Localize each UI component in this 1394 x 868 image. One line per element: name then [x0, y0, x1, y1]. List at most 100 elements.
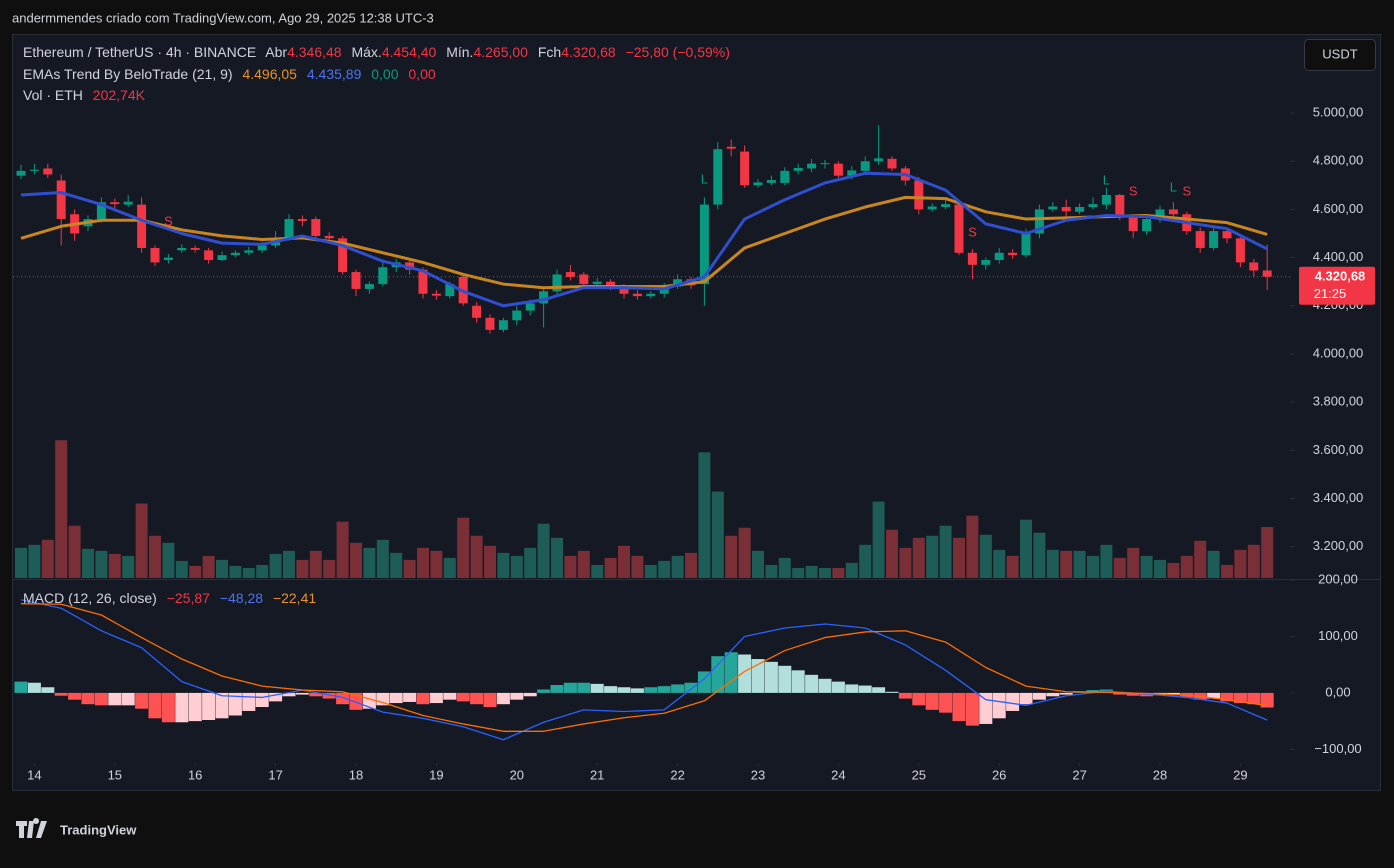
- volume-bar: [1234, 549, 1247, 578]
- y-tick-label: 3.200,00: [1313, 538, 1364, 553]
- signal-label: L: [1103, 172, 1110, 187]
- volume-bar: [644, 564, 657, 578]
- legend-row: EMAs Trend By BeloTrade (21, 9) 4.496,05…: [23, 66, 442, 82]
- candle-body: [1115, 194, 1125, 217]
- candle-body: [793, 167, 803, 171]
- candle-body: [16, 170, 26, 176]
- candle-body: [539, 291, 549, 304]
- candle-body: [1061, 207, 1071, 212]
- histogram-bar: [577, 682, 591, 693]
- volume-bar: [55, 440, 68, 578]
- histogram-bar: [537, 689, 551, 693]
- histogram-bar: [41, 687, 55, 693]
- candle-body: [1142, 219, 1152, 232]
- candle-body: [284, 219, 294, 239]
- volume-bar: [899, 547, 912, 578]
- volume-bar: [1006, 555, 1019, 578]
- volume-bar: [350, 542, 362, 578]
- histogram-bar: [1019, 692, 1033, 705]
- volume-bar: [175, 560, 188, 578]
- x-tick-label: 21: [590, 767, 604, 782]
- candle-body: [941, 204, 951, 208]
- y-tick-label: 5.000,00: [1313, 104, 1364, 119]
- volume-bar: [926, 535, 939, 578]
- volume-bar: [765, 564, 778, 578]
- histogram-bar: [269, 692, 283, 702]
- signal-label: L: [701, 171, 708, 186]
- volume-bar: [336, 521, 349, 578]
- candle-body: [378, 267, 388, 285]
- volume-bar: [1127, 547, 1140, 578]
- histogram-bar: [925, 692, 939, 710]
- change: −25,80 (−0,59%): [625, 44, 730, 60]
- volume-bar: [189, 565, 202, 578]
- candle-body: [1034, 209, 1044, 234]
- volume-bar: [872, 501, 885, 578]
- histogram-bar: [282, 692, 296, 697]
- volume-bar: [135, 503, 148, 578]
- histogram-bar: [14, 681, 28, 693]
- histogram-bar: [54, 692, 68, 696]
- x-tick-label: 27: [1072, 767, 1086, 782]
- volume-bar: [1167, 562, 1180, 578]
- histogram-bar: [724, 652, 738, 693]
- currency-button[interactable]: USDT: [1304, 39, 1376, 71]
- volume-bar: [390, 552, 403, 578]
- logo: TradingView: [16, 818, 137, 838]
- volume-bar: [162, 542, 175, 578]
- volume-bar: [912, 537, 925, 578]
- button-frame[interactable]: [1304, 39, 1376, 71]
- histogram-bar: [175, 692, 189, 723]
- y-tick-label: 3.600,00: [1313, 442, 1364, 457]
- histogram-bar: [738, 654, 752, 693]
- volume-bar: [82, 548, 94, 578]
- y-tick-label: 4.800,00: [1313, 153, 1364, 168]
- histogram-bar: [121, 692, 135, 706]
- volume-bar: [1221, 564, 1233, 578]
- histogram-bar: [671, 684, 685, 693]
- histogram-bar: [1059, 692, 1073, 695]
- candle-body: [579, 274, 589, 285]
- volume-bar: [711, 491, 724, 578]
- volume-bar: [15, 547, 27, 578]
- x-tick-label: 26: [992, 767, 1006, 782]
- candle-body: [257, 245, 267, 251]
- x-tick-label: 29: [1233, 767, 1247, 782]
- volume-bar: [457, 517, 470, 578]
- histogram-bar: [470, 692, 484, 705]
- ohlc-label: Mín.: [446, 44, 474, 60]
- histogram-bar: [684, 682, 698, 693]
- histogram-bar: [751, 659, 765, 693]
- volume-bar: [68, 525, 81, 578]
- vol-title: Vol · ETH: [23, 87, 83, 103]
- volume-bar: [323, 559, 336, 578]
- candle-body: [110, 202, 120, 205]
- candle-body: [606, 281, 616, 287]
- volume-bar: [671, 555, 684, 578]
- histogram-bar: [27, 682, 41, 693]
- candle-body: [364, 284, 374, 289]
- candle-body: [297, 219, 307, 221]
- line-series: [20, 599, 1268, 741]
- histogram-bar: [496, 692, 510, 705]
- volume-bar: [939, 525, 952, 578]
- candle-body: [43, 168, 53, 175]
- volume-bar: [1140, 555, 1153, 578]
- x-tick-label: 28: [1153, 767, 1167, 782]
- volume-bar: [1073, 550, 1086, 578]
- y-tick-label: 4.600,00: [1313, 201, 1364, 216]
- histogram-bar: [1113, 692, 1127, 695]
- candle-body: [204, 250, 214, 261]
- histogram-bar: [590, 683, 604, 693]
- volume-bar: [497, 552, 510, 578]
- histogram-bar: [188, 692, 202, 722]
- histogram-bar: [1126, 692, 1140, 696]
- macd-value: −22,41: [272, 590, 317, 606]
- volume-bar: [1046, 549, 1059, 578]
- histogram-bar: [644, 687, 658, 693]
- volume-bar: [792, 567, 805, 578]
- candle-body: [163, 257, 173, 261]
- signal-label: S: [968, 224, 977, 239]
- histogram-bar: [778, 665, 792, 693]
- currency-label[interactable]: USDT: [1322, 46, 1357, 61]
